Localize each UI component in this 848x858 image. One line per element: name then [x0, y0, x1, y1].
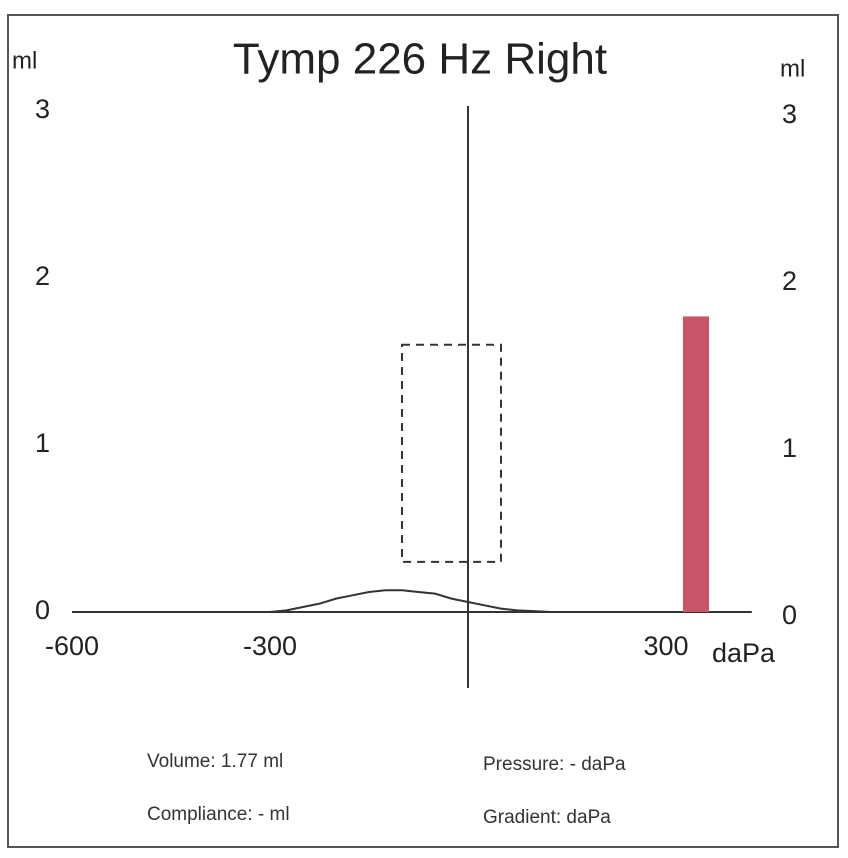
x-tick-label: 300 — [643, 631, 688, 661]
x-tick-label: -300 — [243, 631, 297, 661]
y-tick-label: 3 — [35, 94, 50, 124]
volume-bar — [683, 316, 709, 612]
info-text: Volume: 1.77 ml — [147, 751, 283, 772]
y2-axis-label: ml — [780, 55, 805, 82]
y2-tick-label: 0 — [782, 600, 797, 630]
y-tick-label: 2 — [35, 261, 50, 291]
y2-tick-label: 1 — [782, 433, 797, 463]
y-tick-label: 1 — [35, 428, 50, 458]
normal-range-box — [401, 343, 502, 563]
info-text: Gradient: daPa — [483, 807, 611, 828]
y-tick-label: 0 — [35, 595, 50, 625]
tymp-curve — [269, 589, 567, 613]
info-text: Compliance: - ml — [147, 804, 290, 825]
x-tick-label: -600 — [45, 631, 99, 661]
y-axis-label: ml — [12, 47, 37, 74]
chart-title: Tymp 226 Hz Right — [233, 35, 607, 84]
y2-tick-label: 2 — [782, 266, 797, 296]
x-axis-label: daPa — [712, 638, 776, 668]
info-text: Pressure: - daPa — [483, 754, 626, 775]
y2-tick-label: 3 — [782, 99, 797, 129]
frame — [7, 14, 839, 848]
